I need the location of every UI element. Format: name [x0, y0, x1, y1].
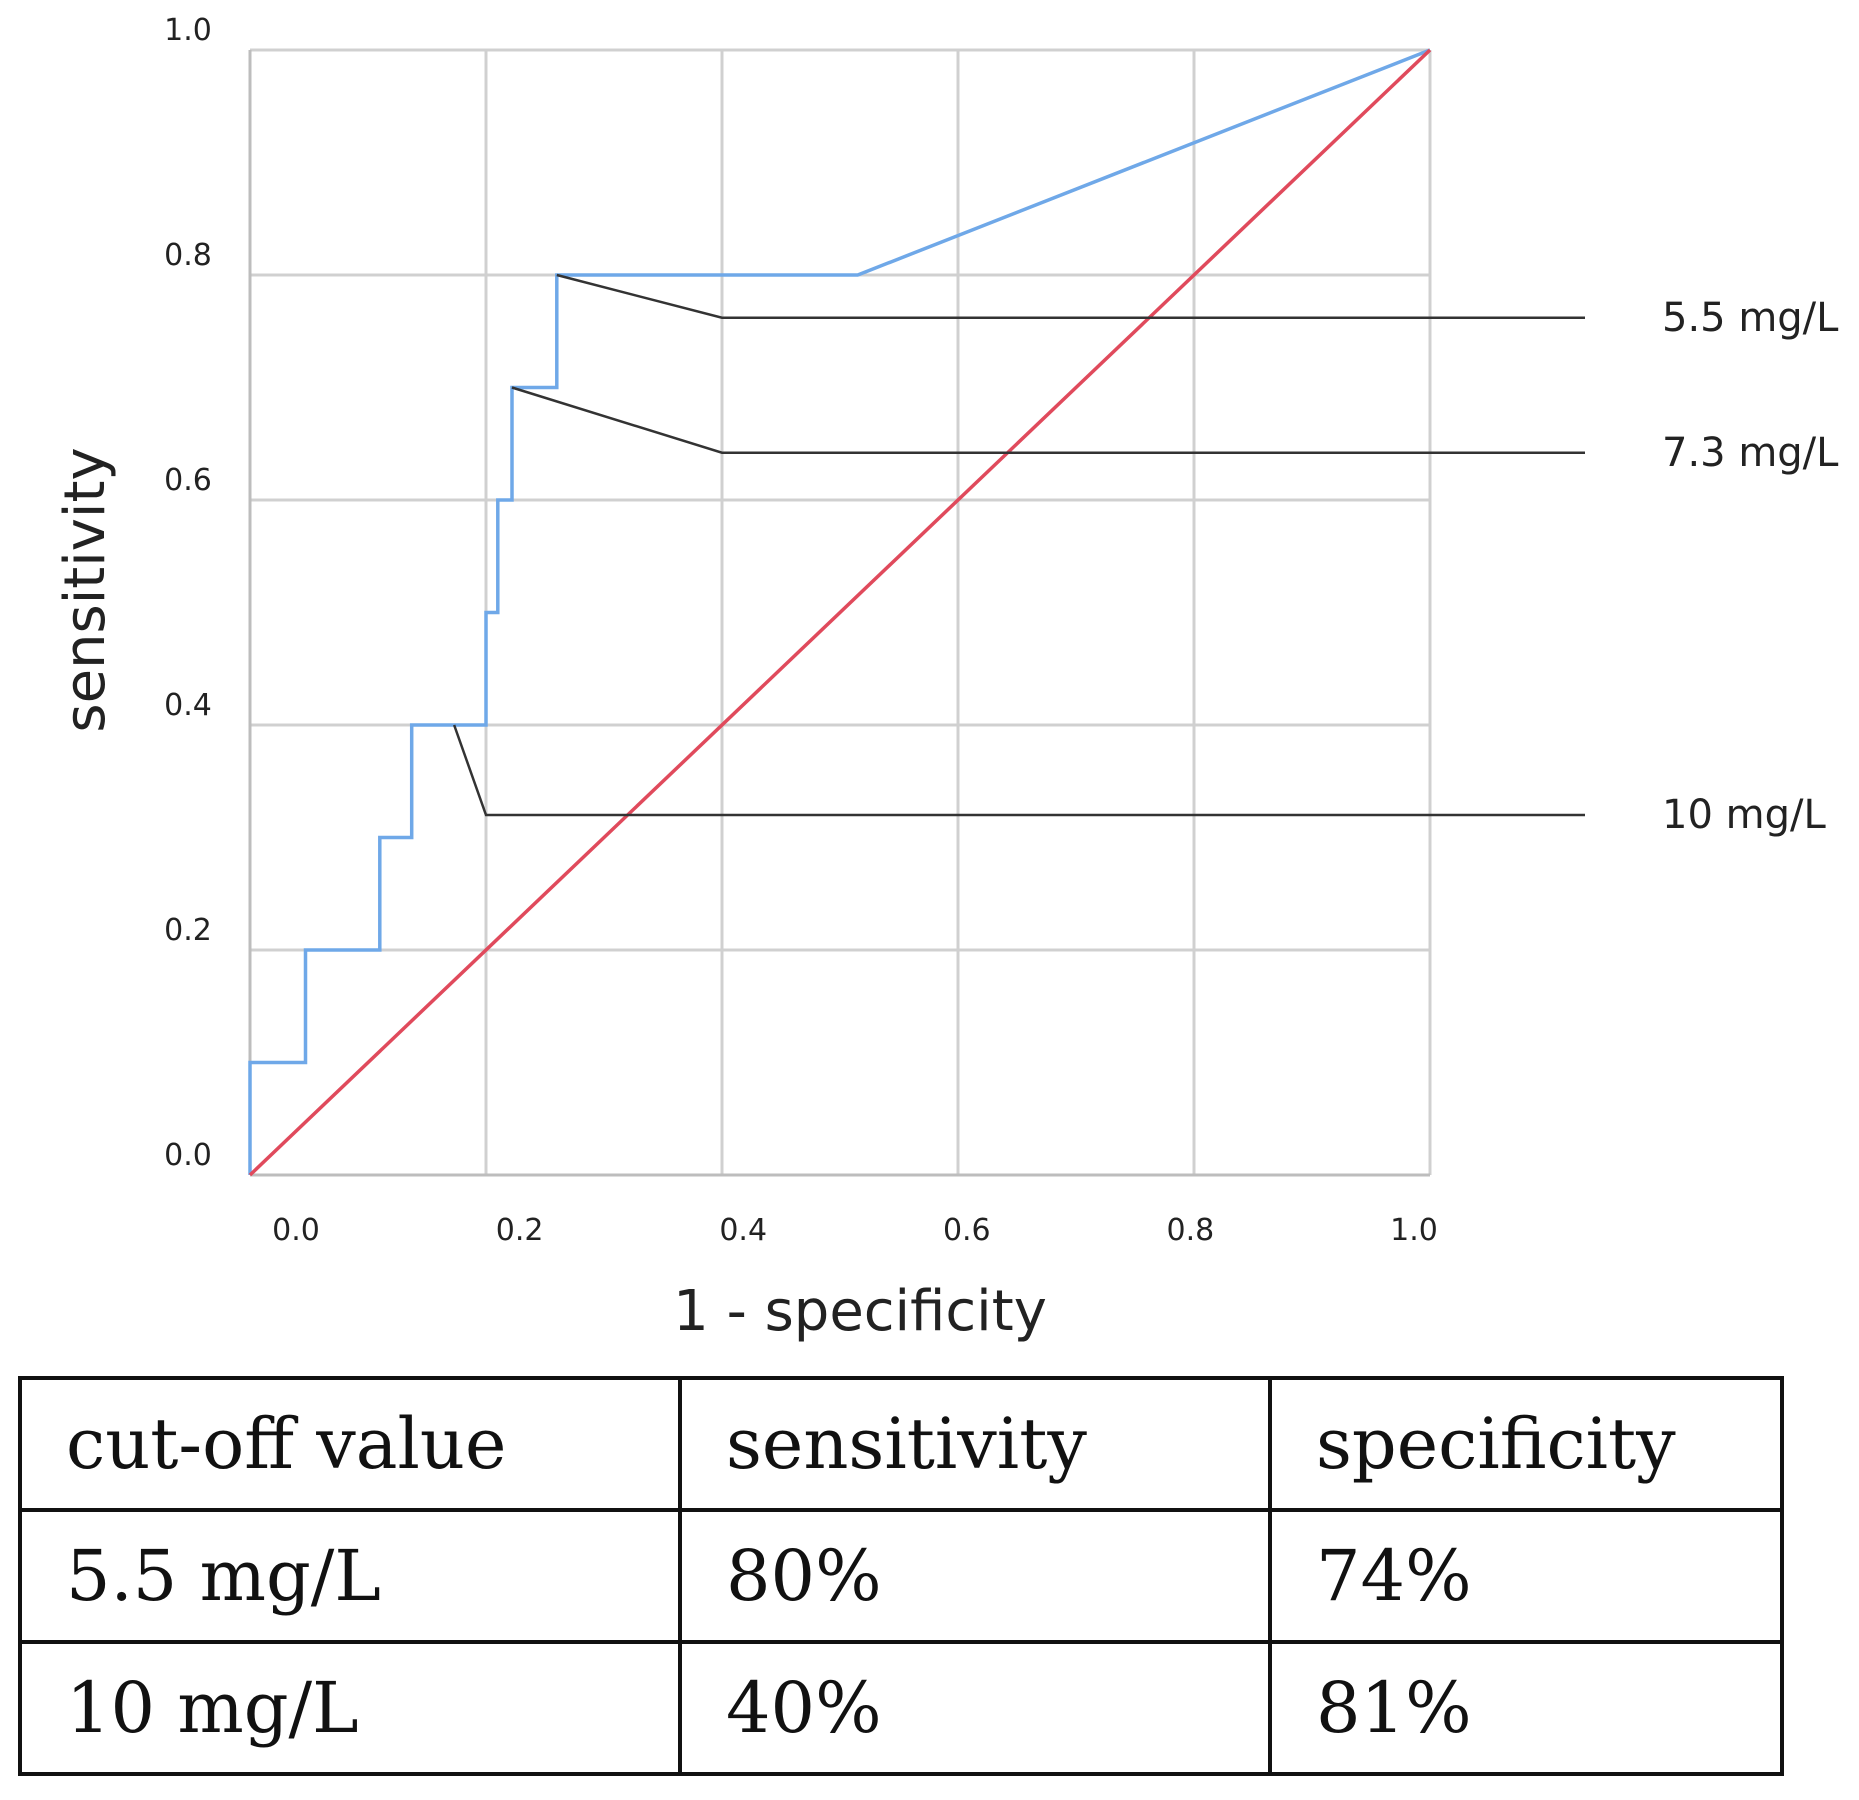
cell-cutoff: 10 mg/L	[18, 1640, 682, 1776]
y-tick-label: 0.2	[164, 913, 212, 948]
cutoff-results-table: cut-off value sensitivity specificity 5.…	[18, 1376, 1784, 1776]
header-cutoff-value: cut-off value	[18, 1376, 682, 1512]
annotation-label: 10 mg/L	[1662, 792, 1826, 838]
annotation-leader-line	[511, 386, 1585, 454]
annotation-label: 7.3 mg/L	[1662, 430, 1839, 476]
x-axis-title: 1 - specificity	[673, 1279, 1047, 1344]
cell-specificity: 74%	[1268, 1508, 1784, 1644]
annotation-leader-line	[452, 724, 1585, 817]
cell-sensitivity: 40%	[678, 1640, 1272, 1776]
y-tick-label: 1.0	[164, 13, 212, 48]
roc-curve-line	[248, 48, 1431, 1175]
reference-diagonal-line	[248, 48, 1432, 1177]
table-row: 5.5 mg/L 80% 74%	[18, 1508, 1784, 1644]
annotations-layer: 5.5 mg/L 7.3 mg/L 10 mg/L	[452, 273, 1839, 838]
y-axis-title: sensitivity	[53, 447, 118, 732]
x-tick-label: 0.6	[943, 1213, 991, 1248]
y-tick-label: 0.6	[164, 463, 212, 498]
axes	[248, 50, 1430, 1177]
x-tick-label: 0.4	[719, 1213, 767, 1248]
y-tick-label: 0.0	[164, 1138, 212, 1173]
cell-sensitivity: 80%	[678, 1508, 1272, 1644]
x-tick-label: 1.0	[1390, 1213, 1438, 1248]
series-layer	[248, 48, 1432, 1177]
annotation-label: 5.5 mg/L	[1662, 295, 1839, 341]
x-tick-label: 0.2	[496, 1213, 544, 1248]
cell-specificity: 81%	[1268, 1640, 1784, 1776]
header-sensitivity: sensitivity	[678, 1376, 1272, 1512]
roc-chart: 5.5 mg/L 7.3 mg/L 10 mg/L 0.0 0.2 0.4 0.6 0.8 1…	[53, 13, 1839, 1344]
x-tick-label: 0.8	[1167, 1213, 1215, 1248]
tick-labels: 0.0 0.2 0.4 0.6 0.8 1.0 0.0 0.2 0.4 0.6 0.8 1.0	[164, 13, 1438, 1248]
y-tick-label: 0.8	[164, 238, 212, 273]
y-tick-label: 0.4	[164, 688, 212, 723]
cell-cutoff: 5.5 mg/L	[18, 1508, 682, 1644]
header-specificity: specificity	[1268, 1376, 1784, 1512]
annotation-leader-line	[556, 273, 1585, 319]
table-row: 10 mg/L 40% 81%	[18, 1640, 1784, 1776]
table-header-row: cut-off value sensitivity specificity	[18, 1376, 1784, 1512]
x-tick-label: 0.0	[272, 1213, 320, 1248]
